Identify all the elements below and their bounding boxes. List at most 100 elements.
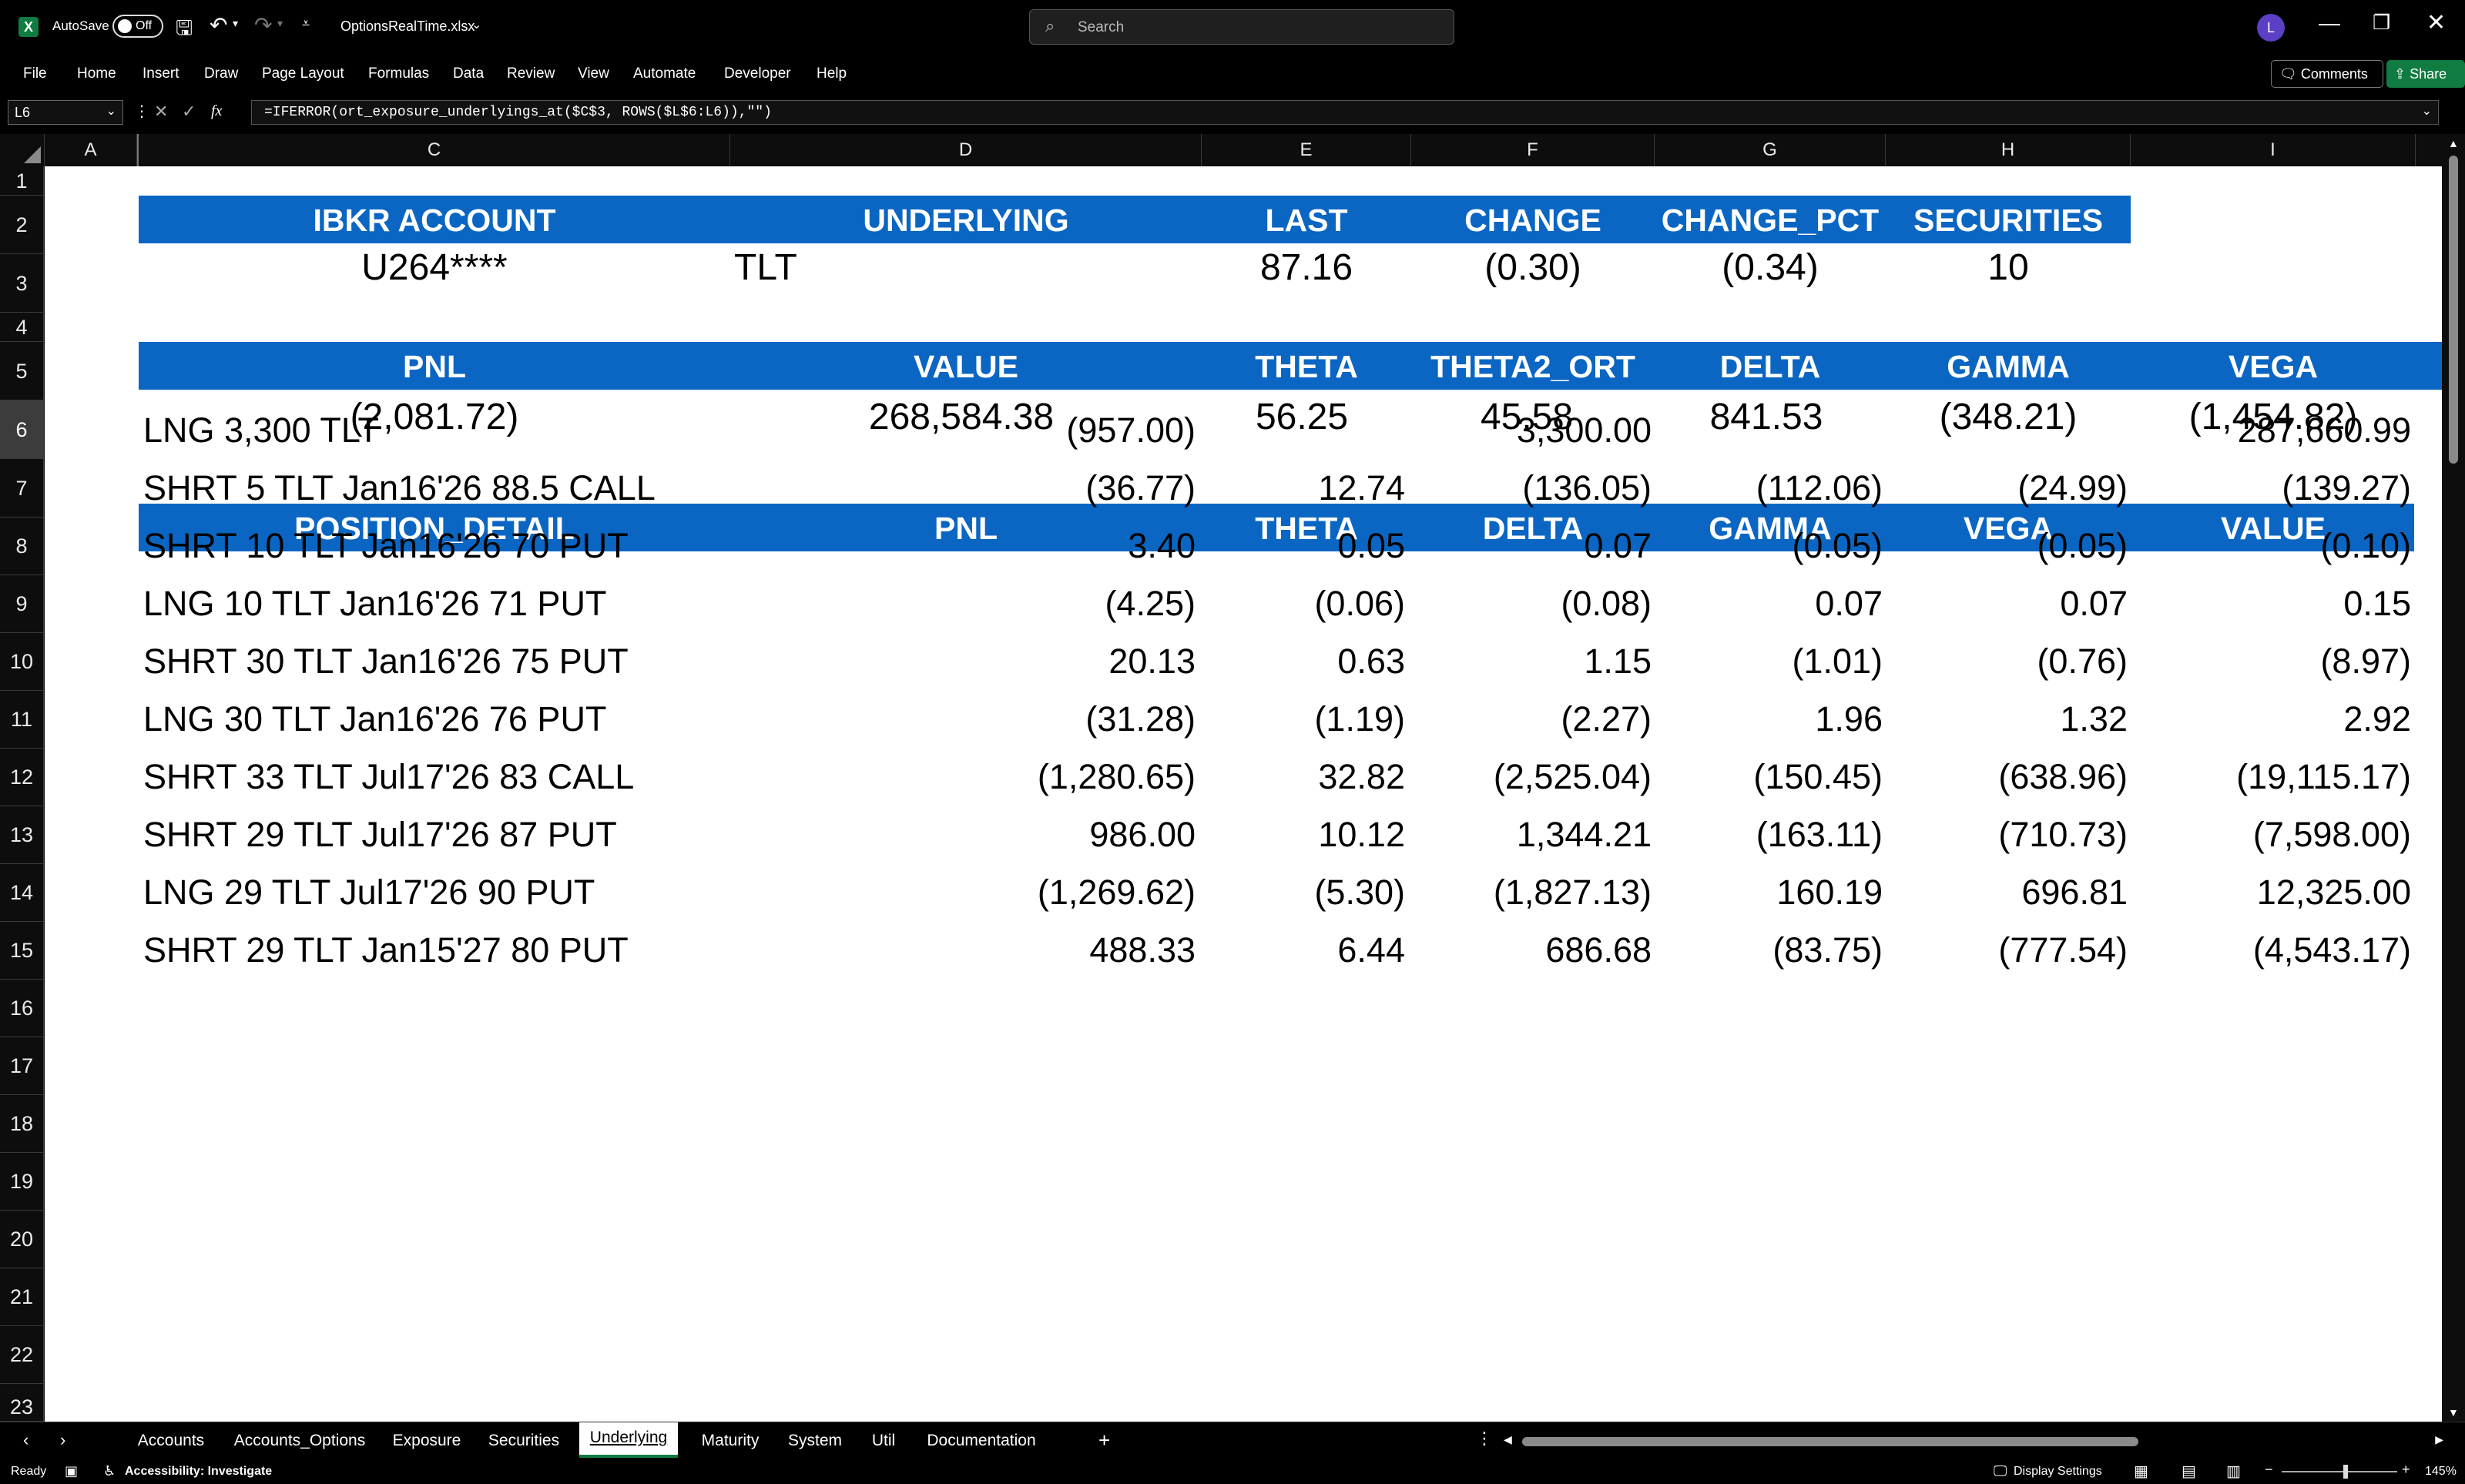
cancel-entry-icon[interactable]: ✕ <box>154 102 169 121</box>
row-header[interactable]: 23 <box>0 1384 44 1422</box>
zoom-slider-thumb[interactable] <box>2343 1465 2348 1479</box>
scroll-down-icon[interactable]: ▼ <box>2448 1406 2459 1419</box>
row-header[interactable]: 10 <box>0 633 44 691</box>
zoom-in-icon[interactable]: + <box>2402 1462 2410 1477</box>
insert-function-icon[interactable]: fx <box>211 102 223 119</box>
position-detail-cell[interactable]: LNG 10 TLT Jan16'26 71 PUT <box>143 584 607 623</box>
tab-options-icon[interactable]: ⋮ <box>1476 1429 1493 1448</box>
column-header-g[interactable]: G <box>1655 134 1886 166</box>
pos-value-cell[interactable]: 0.15 <box>2343 584 2411 623</box>
scroll-left-icon[interactable]: ◀ <box>1504 1433 1512 1445</box>
pos-theta-cell[interactable]: 32.82 <box>1318 757 1405 796</box>
menu-insert[interactable]: Insert <box>143 65 179 82</box>
pos-pnl-cell[interactable]: (1,269.62) <box>1037 873 1196 912</box>
row-header[interactable]: 22 <box>0 1326 44 1384</box>
share-button[interactable]: ⇪ Share <box>2386 60 2465 88</box>
pos-value-cell[interactable]: (19,115.17) <box>2236 757 2411 796</box>
column-header-c[interactable]: C <box>139 134 730 166</box>
pos-delta-cell[interactable]: 0.07 <box>1584 526 1652 565</box>
confirm-entry-icon[interactable]: ✓ <box>182 102 196 121</box>
pos-value-cell[interactable]: (139.27) <box>2282 468 2411 508</box>
pos-vega-cell[interactable]: (777.54) <box>1998 930 2128 970</box>
pos-pnl-cell[interactable]: (1,280.65) <box>1037 757 1196 796</box>
pos-vega-cell[interactable]: 1.32 <box>2060 699 2128 739</box>
row-header[interactable]: 4 <box>0 313 44 342</box>
page-layout-view-icon[interactable]: ▤ <box>2182 1463 2196 1480</box>
pos-gamma-cell[interactable]: (163.11) <box>1756 815 1883 854</box>
formula-input[interactable]: =IFERROR(ort_exposure_underlyings_at($C$… <box>251 100 2439 125</box>
undo-icon[interactable]: ↶ <box>210 13 228 37</box>
pos-theta-cell[interactable]: (5.30) <box>1314 873 1405 912</box>
row-header[interactable]: 2 <box>0 196 44 254</box>
row-header-selected[interactable]: 6 <box>0 400 44 459</box>
menu-page-layout[interactable]: Page Layout <box>262 65 344 82</box>
save-icon[interactable]: 🖫 <box>176 16 193 39</box>
scroll-right-icon[interactable]: ▶ <box>2435 1433 2443 1445</box>
sheet-tab-system[interactable]: System <box>787 1432 842 1449</box>
row-header[interactable]: 8 <box>0 518 44 575</box>
accessibility-status[interactable]: Accessibility: Investigate <box>125 1465 273 1478</box>
close-icon[interactable]: ✕ <box>2426 10 2447 35</box>
row-header[interactable]: 16 <box>0 980 44 1037</box>
column-header-a[interactable]: A <box>45 134 137 166</box>
row-header[interactable]: 15 <box>0 922 44 980</box>
row-header[interactable]: 9 <box>0 575 44 633</box>
sheet-tab-exposure[interactable]: Exposure <box>392 1432 461 1449</box>
pos-vega-cell[interactable]: (638.96) <box>1998 757 2128 796</box>
pos-delta-cell[interactable]: (1,827.13) <box>1493 873 1652 912</box>
macro-recording-icon[interactable]: ▣ <box>65 1463 79 1479</box>
menu-help[interactable]: Help <box>817 65 847 82</box>
menu-review[interactable]: Review <box>507 65 555 82</box>
sheet-tab-accounts-options[interactable]: Accounts_Options <box>233 1432 366 1449</box>
position-detail-cell[interactable]: SHRT 29 TLT Jan15'27 80 PUT <box>143 930 629 970</box>
formula-options-icon[interactable]: ⋮ <box>134 103 149 120</box>
column-header-h[interactable]: H <box>1886 134 2131 166</box>
pos-pnl-cell[interactable]: 20.13 <box>1108 642 1196 681</box>
row-header[interactable]: 12 <box>0 749 44 806</box>
sheet-tab-maturity[interactable]: Maturity <box>701 1432 760 1449</box>
pos-delta-cell[interactable]: 3,300.00 <box>1516 410 1652 450</box>
menu-home[interactable]: Home <box>77 65 116 82</box>
pos-pnl-cell[interactable]: 488.33 <box>1089 930 1196 970</box>
position-detail-cell[interactable]: SHRT 29 TLT Jul17'26 87 PUT <box>143 815 617 854</box>
position-detail-cell[interactable]: SHRT 33 TLT Jul17'26 83 CALL <box>143 757 635 796</box>
worksheet-grid[interactable]: IBKR ACCOUNT UNDERLYING LAST CHANGE CHAN… <box>45 166 2442 1422</box>
position-detail-cell[interactable]: LNG 30 TLT Jan16'26 76 PUT <box>143 699 607 739</box>
pos-vega-cell[interactable]: 696.81 <box>2021 873 2128 912</box>
normal-view-icon[interactable]: ▦ <box>2134 1463 2148 1480</box>
prev-sheet-icon[interactable]: ‹ <box>23 1430 29 1449</box>
scroll-up-icon[interactable]: ▲ <box>2448 137 2459 149</box>
pos-theta-cell[interactable]: 10.12 <box>1318 815 1405 854</box>
pos-vega-cell[interactable]: (710.73) <box>1998 815 2128 854</box>
pos-vega-cell[interactable]: (0.05) <box>2037 526 2128 565</box>
menu-formulas[interactable]: Formulas <box>368 65 430 82</box>
row-header[interactable]: 19 <box>0 1153 44 1211</box>
pos-delta-cell[interactable]: 1,344.21 <box>1516 815 1652 854</box>
pos-theta-cell[interactable]: 12.74 <box>1318 468 1405 508</box>
pos-value-cell[interactable]: (4,543.17) <box>2252 930 2411 970</box>
pos-delta-cell[interactable]: (2.27) <box>1561 699 1652 739</box>
row-header[interactable]: 5 <box>0 342 44 400</box>
redo-icon[interactable]: ↷ <box>254 13 273 37</box>
zoom-level[interactable]: 145% <box>2425 1465 2457 1478</box>
pos-delta-cell[interactable]: (136.05) <box>1522 468 1652 508</box>
pos-delta-cell[interactable]: 1.15 <box>1584 642 1652 681</box>
minimize-icon[interactable]: — <box>2319 11 2340 35</box>
next-sheet-icon[interactable]: › <box>60 1430 66 1449</box>
pos-value-cell[interactable]: 2.92 <box>2343 699 2411 739</box>
pos-vega-cell[interactable]: (24.99) <box>2017 468 2128 508</box>
page-break-preview-icon[interactable]: ▥ <box>2226 1463 2241 1480</box>
row-header[interactable]: 17 <box>0 1037 44 1095</box>
pos-delta-cell[interactable]: 686.68 <box>1545 930 1652 970</box>
pos-pnl-cell[interactable]: (36.77) <box>1085 468 1196 508</box>
sheet-tab-documentation[interactable]: Documentation <box>927 1432 1036 1449</box>
pos-theta-cell[interactable]: 0.05 <box>1337 526 1405 565</box>
position-detail-cell[interactable]: LNG 3,300 TLT <box>143 410 379 450</box>
search-box[interactable]: ⌕ Search <box>1029 9 1454 45</box>
autosave-toggle[interactable]: Off <box>112 15 163 38</box>
pos-pnl-cell[interactable]: (31.28) <box>1085 699 1196 739</box>
pos-theta-cell[interactable]: (0.06) <box>1314 584 1405 623</box>
display-settings[interactable]: Display Settings <box>2014 1465 2102 1478</box>
sheet-tab-underlying[interactable]: Underlying <box>579 1422 678 1458</box>
undo-dropdown-icon[interactable]: ▾ <box>233 17 239 29</box>
